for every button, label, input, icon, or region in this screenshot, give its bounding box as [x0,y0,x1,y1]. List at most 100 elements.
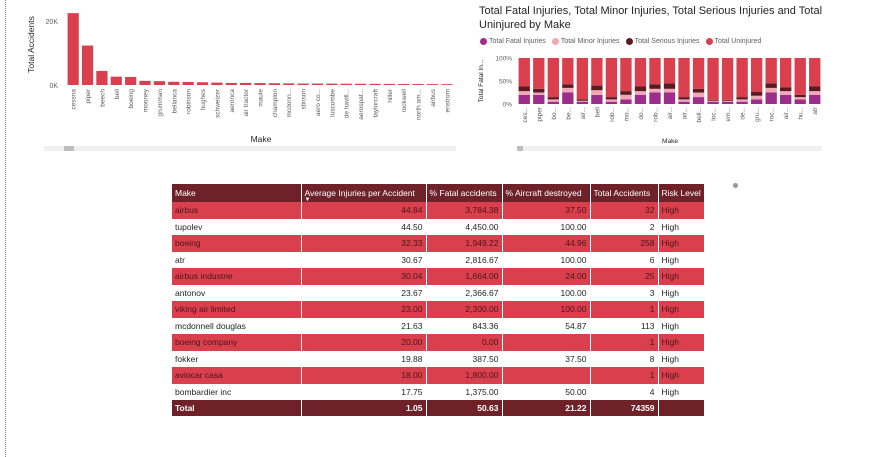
bar[interactable] [67,13,79,86]
bar-segment[interactable] [547,99,559,102]
header-aircraft-destroyed[interactable]: % Aircraft destroyed [502,184,591,202]
header-total-accidents[interactable]: Total Accidents [590,184,659,202]
bar-segment[interactable] [620,58,632,92]
bar-segment[interactable] [562,84,574,88]
bar[interactable] [168,81,180,85]
table-row[interactable]: airbus industrie 30.04 1,664.00 24.00 25 High [172,268,705,285]
bar[interactable] [110,76,122,85]
header-risk-level[interactable]: Risk Level [658,184,705,202]
bar-segment[interactable] [591,58,603,86]
bar-segment[interactable] [678,101,690,104]
bar-segment[interactable] [707,100,719,102]
table-row[interactable]: boeing 32.33 1,949.22 44.96 258 High [172,235,705,252]
bar-segment[interactable] [605,101,618,104]
bar-segment[interactable] [663,92,676,105]
table-row[interactable]: aviocar casa 18.00 1,800.00 1 High [172,367,705,384]
bar-segment[interactable] [634,94,647,104]
bar-segment[interactable] [663,88,676,93]
bar-segment[interactable] [649,92,661,105]
bar-segment[interactable] [707,101,719,104]
table-row[interactable]: viking air limited 23.00 2,300.00 100.00 1 Hi… [172,301,705,318]
bar-segment[interactable] [721,101,734,104]
legend-item[interactable]: Total Fatal Injuries [480,38,546,45]
bar-segment[interactable] [707,58,719,100]
bar-segment[interactable] [721,99,734,101]
bar-segment[interactable] [562,87,574,93]
bar-segment[interactable] [663,58,676,84]
right-chart-scroll-thumb[interactable] [517,146,523,151]
bar-segment[interactable] [591,90,603,95]
bar-segment[interactable] [620,94,632,100]
bar[interactable] [383,83,395,85]
header-make[interactable]: Make [172,184,302,202]
bar-segment[interactable] [533,58,545,89]
bar-segment[interactable] [707,99,719,101]
bar-segment[interactable] [794,97,806,100]
bar-segment[interactable] [736,97,748,100]
bar-segment[interactable] [736,58,748,98]
bar-segment[interactable] [692,88,705,93]
table-row[interactable]: bombardier inc 17.75 1,375.00 50.00 4 High [172,383,705,400]
bar-segment[interactable] [809,94,821,104]
bar[interactable] [369,83,381,85]
bar-segment[interactable] [678,58,690,98]
bar-segment[interactable] [518,86,530,92]
bar-segment[interactable] [576,100,589,102]
header-fatal-accidents[interactable]: % Fatal accidents [426,184,503,202]
bar[interactable] [412,84,424,85]
bar[interactable] [354,83,367,85]
risk-table[interactable]: Make Average Injuries per Accident ▼ % Fa… [172,184,705,416]
bar-segment[interactable] [576,99,589,101]
bar-segment[interactable] [809,58,821,87]
bar[interactable] [254,83,266,85]
legend-item[interactable]: Total Serious Injuries [625,38,700,45]
bar-segment[interactable] [692,58,705,89]
table-row[interactable]: airbus 44.84 3,784.38 37.50 32 High [172,202,705,219]
table-row[interactable]: fokker 19.88 387.50 37.50 8 High [172,350,705,367]
bar-segment[interactable] [591,94,603,104]
bar-segment[interactable] [576,58,589,100]
bar[interactable] [326,83,338,85]
right-chart-scrollbar[interactable] [517,146,822,151]
bar-segment[interactable] [605,97,618,100]
bar-segment[interactable] [692,92,705,98]
header-average-injuries[interactable]: Average Injuries per Accident ▼ [301,184,427,203]
bar-segment[interactable] [750,99,763,104]
table-row[interactable]: antonov 23.67 2,366.67 100.00 3 High [172,284,705,301]
bar-segment[interactable] [721,100,734,102]
bar[interactable] [225,82,237,85]
bar-segment[interactable] [765,87,777,93]
bar[interactable] [153,81,166,85]
bar-segment[interactable] [634,86,647,92]
table-row[interactable]: atr 30.67 2,816.67 100.00 6 High [172,251,705,268]
bar-segment[interactable] [634,58,647,87]
bar-segment[interactable] [780,87,792,92]
bar-segment[interactable] [750,92,763,96]
bar-segment[interactable] [634,91,647,95]
bar-segment[interactable] [663,83,676,89]
bar-segment[interactable] [533,92,545,95]
left-chart-scrollbar[interactable] [44,146,456,151]
bar[interactable] [182,81,194,85]
table-row[interactable]: boeing company 20.00 0.00 1 High [172,334,705,351]
bar-segment[interactable] [765,92,777,105]
bar-segment[interactable] [678,97,690,100]
bar-segment[interactable] [547,97,559,100]
bar-segment[interactable] [518,58,530,87]
legend-item[interactable]: Total Minor Injuries [551,38,620,45]
bar-segment[interactable] [750,58,763,93]
bar[interactable] [240,82,252,85]
bar-segment[interactable] [794,94,806,98]
bar[interactable] [340,83,352,85]
bar[interactable] [196,82,209,85]
bar-segment[interactable] [533,88,545,93]
bar-segment[interactable] [620,99,632,104]
injuries-by-make-chart[interactable]: Total Fatal Injuries, Total Minor Injuri… [475,0,825,155]
bar-segment[interactable] [780,94,792,104]
bar-segment[interactable] [692,97,705,104]
bar-segment[interactable] [721,58,734,100]
bar[interactable] [311,83,324,85]
bar-segment[interactable] [794,99,806,104]
bar-segment[interactable] [518,94,530,104]
total-accidents-by-make-chart[interactable]: 0K 20K Total Accidents cessna piper beech bell… [24,0,456,155]
